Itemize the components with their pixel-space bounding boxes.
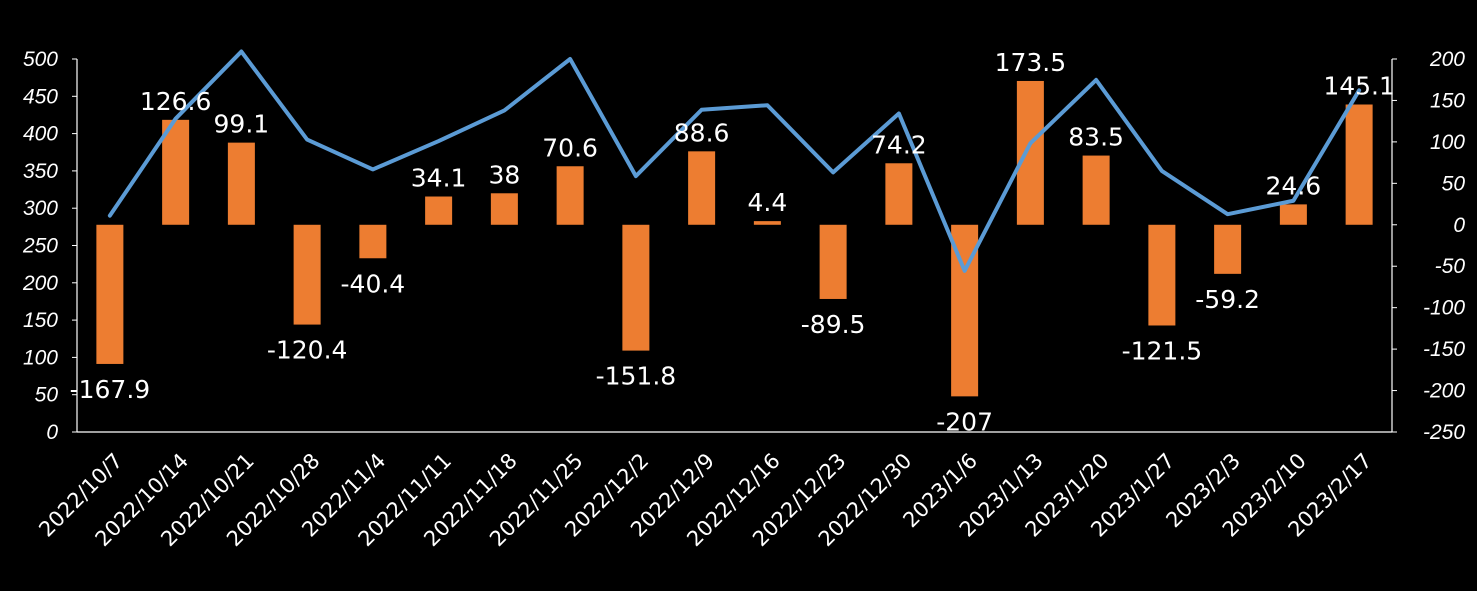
right-axis-tick-label: 50 xyxy=(1442,172,1466,195)
bar xyxy=(1279,204,1307,225)
left-axis-tick-label: 450 xyxy=(23,85,58,108)
right-axis-tick-label: -200 xyxy=(1423,380,1465,403)
bar xyxy=(1016,80,1044,225)
bar xyxy=(1082,155,1110,225)
right-axis-tick-label: 150 xyxy=(1430,89,1465,112)
right-axis-tick-label: -150 xyxy=(1423,338,1465,361)
bar xyxy=(1214,224,1242,274)
data-label: -167.9 xyxy=(70,375,151,404)
bar xyxy=(556,166,584,225)
bar xyxy=(688,151,716,225)
data-label: -40.4 xyxy=(341,269,406,298)
left-axis-tick-label: 350 xyxy=(23,160,58,183)
line-series xyxy=(107,49,1362,273)
line-path xyxy=(107,49,1362,273)
left-axis-tick-label: 150 xyxy=(23,309,58,332)
data-label: -121.5 xyxy=(1122,336,1203,365)
data-label: 34.1 xyxy=(411,164,467,193)
axes: 050100150200250300350400450500-250-200-1… xyxy=(22,48,1465,444)
bar xyxy=(490,193,518,225)
data-label: 38 xyxy=(488,160,520,189)
left-axis-tick-label: 400 xyxy=(23,123,58,146)
data-label: 88.6 xyxy=(674,118,730,147)
data-label: 4.4 xyxy=(747,188,787,217)
data-label: 83.5 xyxy=(1068,123,1124,152)
left-axis-tick-label: 200 xyxy=(22,272,58,295)
bar xyxy=(227,142,255,225)
bar xyxy=(753,221,781,225)
left-axis-tick-label: 0 xyxy=(46,421,58,444)
bar xyxy=(359,224,387,259)
bar xyxy=(885,163,913,225)
data-label: 173.5 xyxy=(995,48,1067,77)
data-label: 24.6 xyxy=(1266,171,1322,200)
bar xyxy=(425,196,453,225)
data-label: -120.4 xyxy=(267,336,348,365)
data-label: 145.1 xyxy=(1323,72,1395,101)
left-axis-tick-label: 250 xyxy=(22,235,58,258)
right-axis-tick-label: 100 xyxy=(1430,131,1465,154)
data-label: -207 xyxy=(936,407,993,436)
data-label: 99.1 xyxy=(214,110,270,139)
left-axis-tick-label: 50 xyxy=(35,384,59,407)
bar xyxy=(1345,104,1373,225)
left-axis-tick-label: 100 xyxy=(23,346,58,369)
left-axis-tick-label: 300 xyxy=(23,197,58,220)
bar xyxy=(819,224,847,299)
data-label: 70.6 xyxy=(542,133,598,162)
right-axis-tick-label: -100 xyxy=(1423,297,1465,320)
data-label: 126.6 xyxy=(140,87,212,116)
bar xyxy=(162,119,190,225)
right-axis-tick-label: -250 xyxy=(1423,421,1465,444)
data-label: 74.2 xyxy=(871,130,927,159)
data-label: -59.2 xyxy=(1195,285,1260,314)
bar xyxy=(293,224,321,325)
bar xyxy=(96,224,124,364)
bar xyxy=(622,224,650,351)
right-axis-tick-label: 200 xyxy=(1429,48,1465,71)
x-axis-labels: 2022/10/72022/10/142022/10/212022/10/282… xyxy=(34,449,1376,552)
right-axis-tick-label: -50 xyxy=(1435,255,1466,278)
left-axis-tick-label: 500 xyxy=(23,48,58,71)
data-label: -151.8 xyxy=(596,362,677,391)
data-labels: -167.9 126.699.1 -120.4 -40.4 34.1 38 70.6 -151… xyxy=(70,48,1395,436)
bar xyxy=(1148,224,1176,326)
bar-series xyxy=(96,80,1373,397)
right-axis-tick-label: 0 xyxy=(1453,214,1465,237)
data-label: -89.5 xyxy=(801,310,866,339)
